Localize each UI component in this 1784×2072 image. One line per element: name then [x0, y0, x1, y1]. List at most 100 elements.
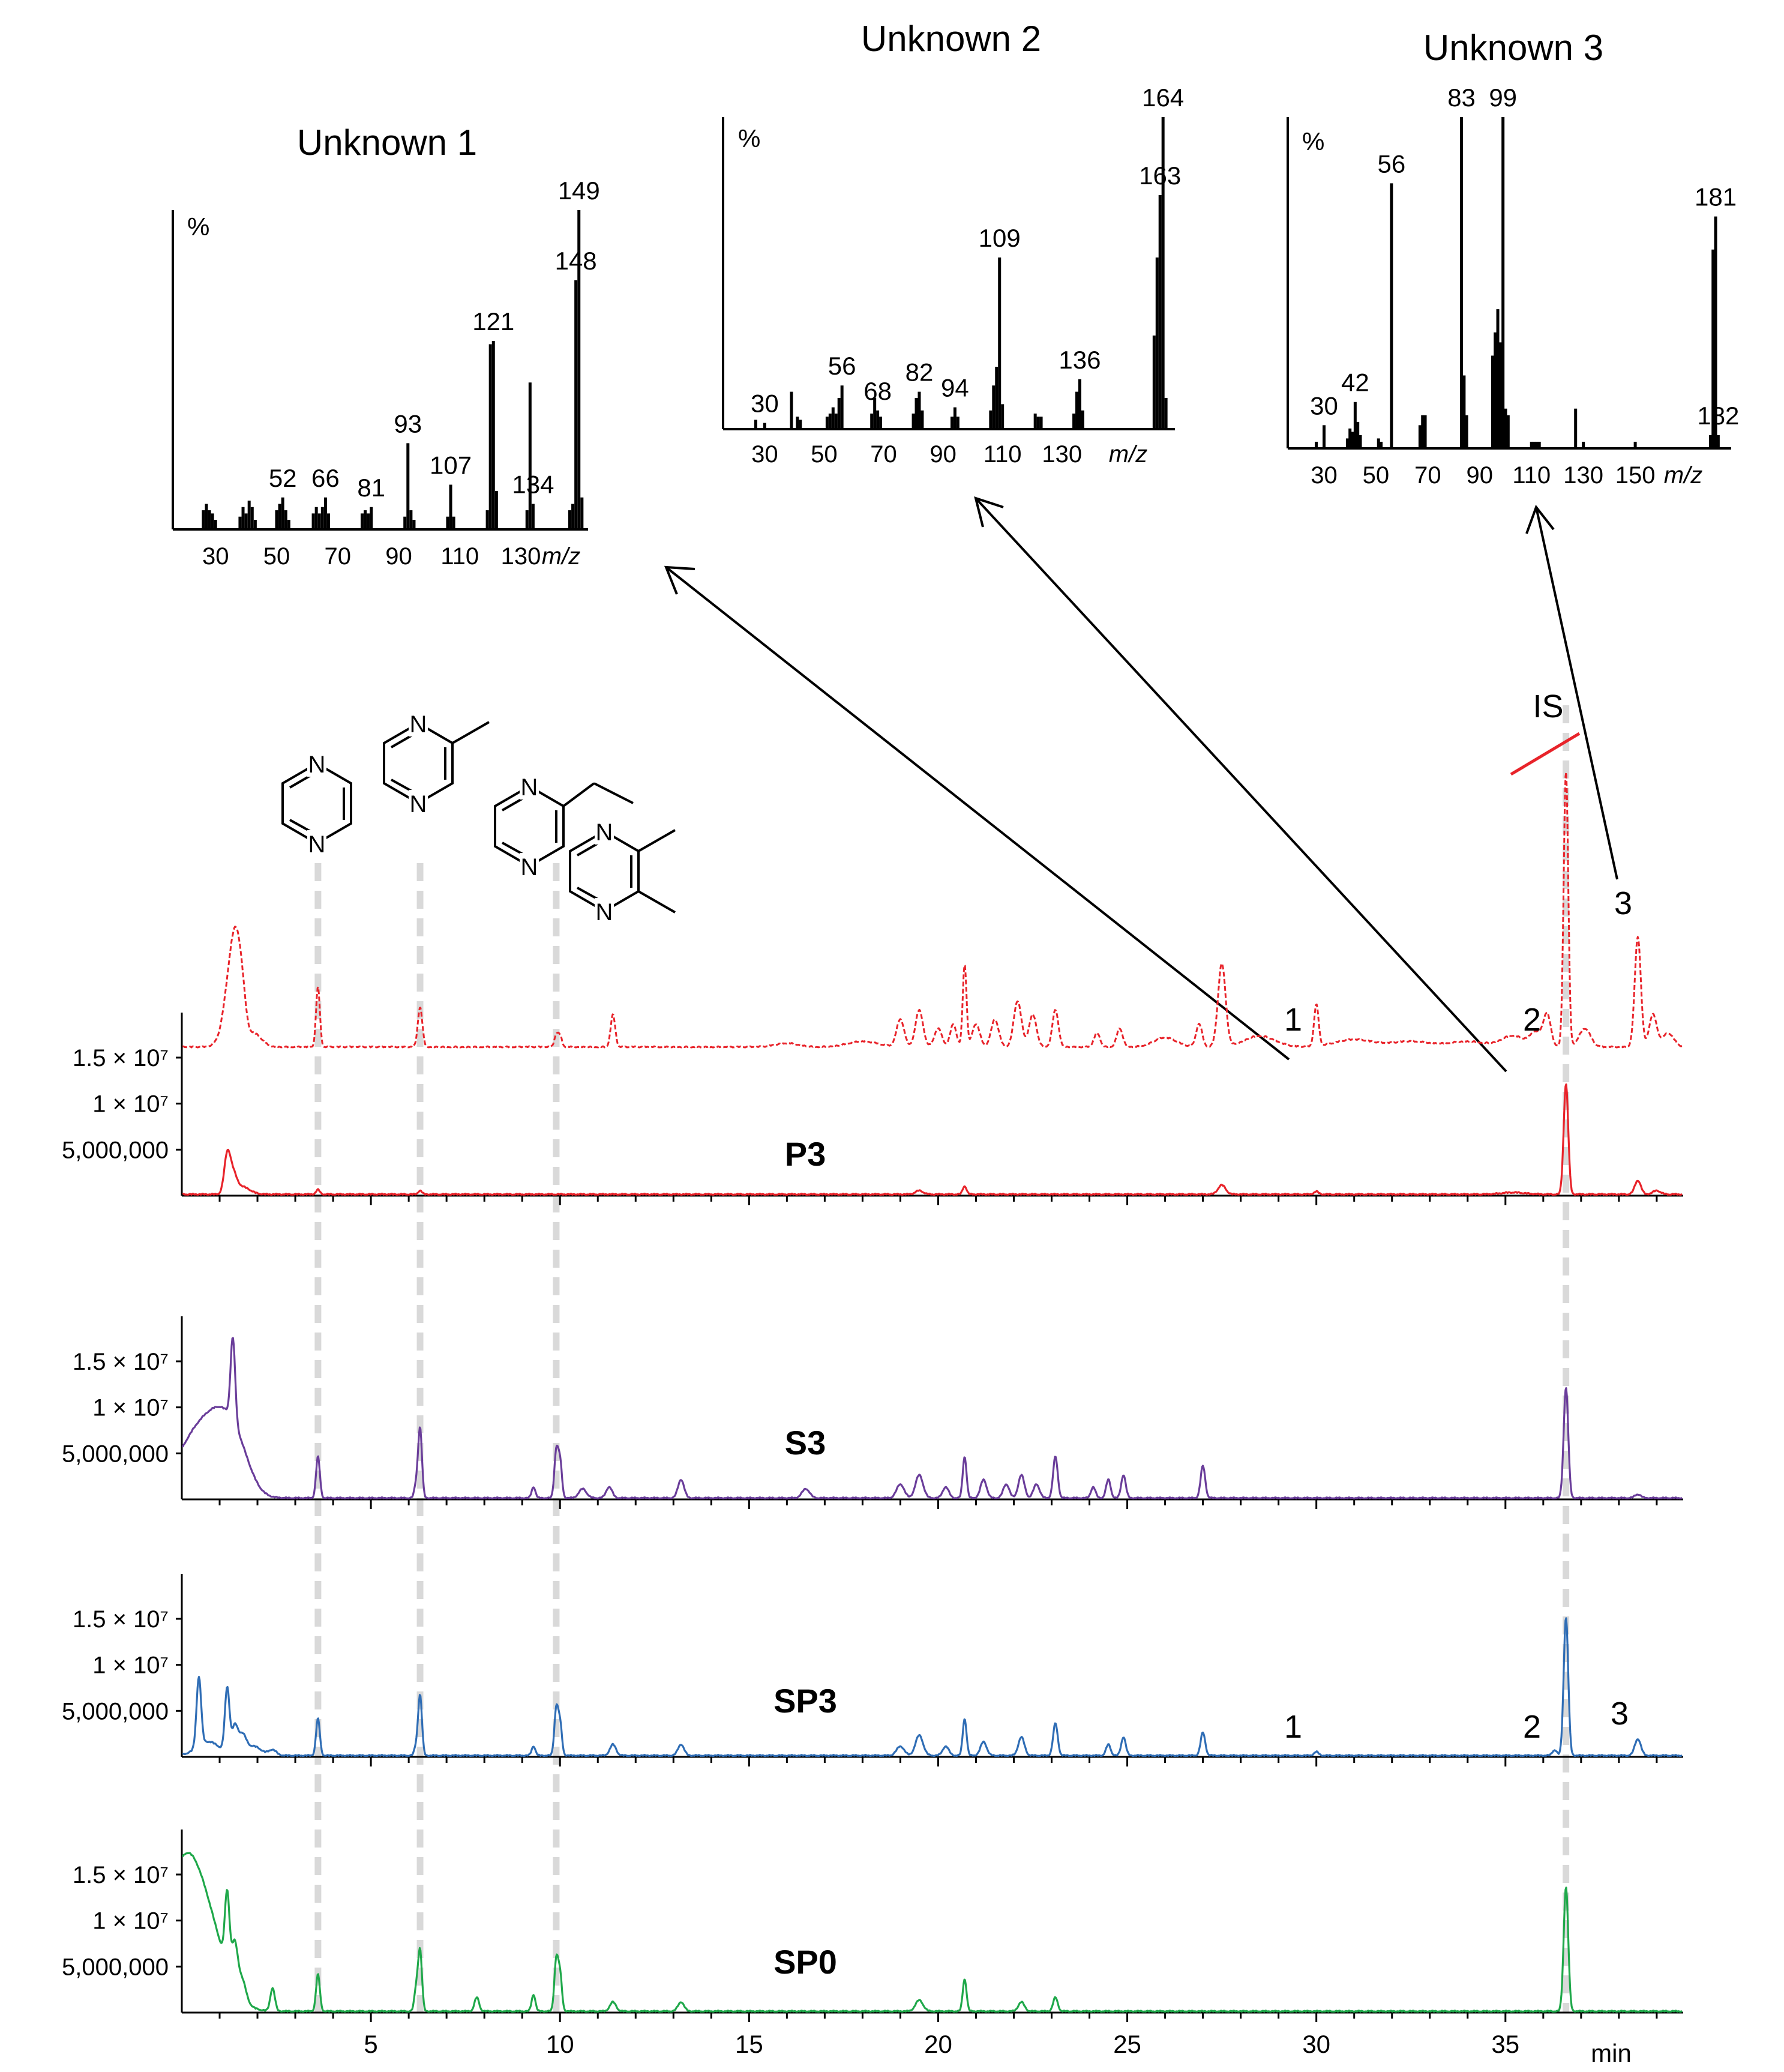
ethylpyrazine-n-label: N: [521, 854, 538, 881]
annotation-peak-3: 3: [1614, 885, 1632, 921]
trace-label-sp0: SP0: [773, 1943, 837, 1981]
spectrum-y-label: %: [738, 124, 760, 152]
spectrum-peak-label: 149: [558, 176, 600, 205]
spectrum-tick-label: 130: [501, 543, 541, 570]
arrowhead-icon: [1525, 504, 1555, 534]
arrow-peak-2-to-unknown-2: [975, 497, 1507, 1073]
trace-label-p3: P3: [785, 1135, 826, 1173]
spectrum-peak-label: 52: [269, 464, 297, 492]
spectrum-peak-label: 148: [555, 247, 597, 275]
spectrum-tick-label: 50: [1363, 462, 1390, 489]
ethylpyrazine-structure-icon: [494, 774, 634, 878]
spectrum-title: Unknown 1: [297, 122, 477, 163]
y-tick-label: 1.5 × 10⁷: [73, 1349, 169, 1375]
spectrum-y-label: %: [187, 212, 209, 241]
annotation-peak-1: 1: [1284, 1709, 1302, 1745]
arrow-peak-1-to-unknown-1: [665, 566, 1290, 1061]
spectrum-peak-label: 56: [1378, 149, 1406, 178]
trace-sp3: [182, 1617, 1683, 1757]
y-tick-label: 5,000,000: [62, 1441, 169, 1467]
mass-spectrum-unknown-3: Unknown 3 % m/z 30 50 70 90 110 130 1503042568…: [1287, 28, 1739, 489]
spectrum-tick-label: 90: [1467, 462, 1494, 489]
trace-p3: [182, 1083, 1683, 1196]
y-tick-label: 1.5 × 10⁷: [73, 1045, 169, 1071]
x-axis-label: min: [1591, 2039, 1632, 2067]
y-tick-label: 5,000,000: [62, 1698, 169, 1724]
spectrum-peak-label: 182: [1697, 402, 1739, 430]
x-tick-label: 15: [735, 2030, 763, 2058]
spectrum-peak-label: 30: [1310, 391, 1338, 420]
arrowhead-icon: [664, 565, 695, 595]
annotation-peak-3: 3: [1611, 1696, 1629, 1732]
x-tick-label: 30: [1302, 2030, 1330, 2058]
annotation-is: IS: [1533, 688, 1563, 724]
spectrum-tick-label: 30: [1311, 462, 1338, 489]
spectrum-tick-label: 110: [984, 441, 1022, 468]
x-tick-label: 20: [924, 2030, 952, 2058]
spectrum-peak-label: 121: [472, 307, 514, 336]
spectrum-peak-label: 83: [1447, 83, 1476, 112]
spectrum-tick-label: 70: [1414, 462, 1441, 489]
pyrazine-n-label: N: [308, 751, 326, 778]
annotation-peak-1: 1: [1284, 1002, 1302, 1038]
spectrum-peak-label: 66: [311, 464, 340, 492]
trace-s3: [181, 1337, 1683, 1500]
spectrum-x-label: m/z: [1109, 441, 1147, 468]
trace-label-s3: S3: [785, 1424, 826, 1462]
spectrum-peak-label: 136: [1059, 346, 1101, 374]
chromatogram-sp3: SP3 1.5 × 10⁷ 1 × 10⁷ 5,000,000: [62, 1574, 1683, 1766]
x-tick-label: 25: [1113, 2030, 1141, 2058]
spectrum-x-label: m/z: [1664, 462, 1702, 489]
dimethylpyrazine-n-label: N: [596, 819, 613, 846]
x-tick-label: 5: [364, 2030, 377, 2058]
spectrum-peak-label: 107: [430, 451, 472, 480]
methylpyrazine-n-label: N: [410, 711, 427, 738]
trace-p3-dashed: [182, 771, 1683, 1049]
arrows: [664, 496, 1618, 1073]
chromatogram-s3: S3 1.5 × 10⁷ 1 × 10⁷ 5,000,000: [62, 1316, 1683, 1509]
y-tick-label: 1.5 × 10⁷: [73, 1606, 169, 1633]
spectrum-peak-label: 163: [1139, 161, 1181, 190]
spectrum-peak-label: 164: [1142, 83, 1184, 112]
y-tick-label: 1.5 × 10⁷: [73, 1862, 169, 1888]
spectrum-title: Unknown 2: [861, 19, 1041, 59]
arrow-peak-3-to-unknown-3: [1535, 507, 1618, 880]
spectrum-peak-label: 82: [906, 358, 934, 387]
trace-label-sp3: SP3: [773, 1682, 837, 1720]
chromatogram-sp0: SP0 1.5 × 10⁷ 1 × 10⁷ 5,000,000 5 10 15 20 25 30…: [62, 1830, 1683, 2058]
spectrum-peak-label: 42: [1341, 369, 1369, 397]
y-tick-label: 1 × 10⁷: [92, 1908, 169, 1935]
spectrum-tick-label: 90: [930, 441, 957, 468]
annotation-peak-2: 2: [1523, 1709, 1541, 1745]
spectrum-tick-label: 50: [811, 441, 838, 468]
spectrum-tick-label: 70: [870, 441, 897, 468]
spectrum-tick-label: 30: [202, 543, 229, 570]
y-tick-label: 5,000,000: [62, 1137, 169, 1163]
spectrum-peak-label: 30: [751, 390, 779, 418]
chromatogram-p3: P3 1.5 × 10⁷ 1 × 10⁷ 5,000,000: [62, 771, 1683, 1205]
methylpyrazine-n-label: N: [410, 791, 427, 818]
spectrum-tick-label: 90: [385, 543, 412, 570]
spectrum-y-label: %: [1302, 127, 1324, 155]
spectrum-peak-label: 109: [979, 224, 1021, 252]
spectrum-tick-label: 110: [1512, 462, 1551, 489]
y-tick-label: 5,000,000: [62, 1954, 169, 1980]
dimethylpyrazine-n-label: N: [596, 899, 613, 926]
peak-guide-lines: [314, 705, 1570, 2013]
x-tick-label: 10: [546, 2030, 574, 2058]
arrowhead-icon: [974, 496, 1004, 528]
pyrazine-n-label: N: [308, 831, 326, 858]
dimethylpyrazine-structure-icon: [569, 819, 676, 923]
spectrum-tick-label: 130: [1042, 441, 1082, 468]
pyrazine-structure-icon: [281, 751, 352, 855]
spectrum-peak-label: 93: [394, 409, 422, 438]
spectrum-tick-label: 70: [325, 543, 352, 570]
annotation-peak-2: 2: [1523, 1002, 1541, 1038]
spectrum-peak-label: 81: [357, 474, 385, 502]
methylpyrazine-structure-icon: [383, 711, 490, 815]
spectrum-peak-label: 134: [512, 470, 554, 498]
y-tick-label: 1 × 10⁷: [92, 1652, 169, 1679]
ethylpyrazine-n-label: N: [521, 774, 538, 801]
